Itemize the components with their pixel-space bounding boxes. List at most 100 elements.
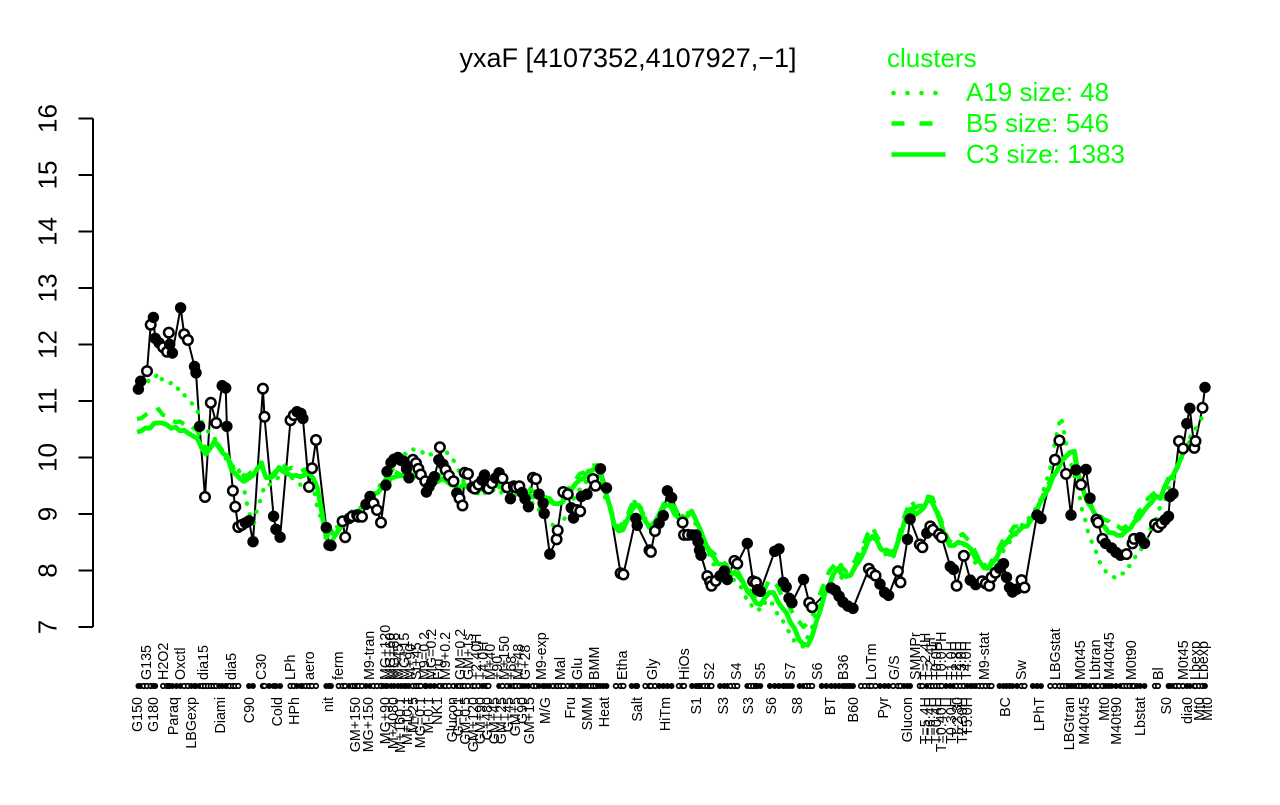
svg-text:T=5.4H: T=5.4H	[918, 697, 934, 744]
svg-text:GM+25: GM+25	[494, 697, 510, 744]
svg-text:B60: B60	[846, 697, 862, 722]
svg-text:Mt0: Mt0	[1097, 697, 1113, 721]
svg-text:MG+120: MG+120	[378, 625, 394, 680]
svg-text:T-2.30: T-2.30	[950, 697, 966, 738]
svg-text:H2O2: H2O2	[156, 643, 172, 680]
svg-text:GM+15: GM+15	[522, 697, 538, 744]
svg-text:C3 size: 1383: C3 size: 1383	[966, 139, 1125, 169]
svg-text:Salt: Salt	[630, 697, 646, 722]
svg-text:NK1: NK1	[430, 697, 446, 725]
svg-text:+68: +68	[504, 656, 520, 680]
svg-text:14: 14	[33, 217, 63, 246]
svg-text:M+10.1: M+10.1	[400, 697, 416, 745]
svg-text:LBGexp: LBGexp	[184, 697, 200, 749]
svg-text:G+45: G+45	[501, 697, 517, 732]
svg-text:S6: S6	[764, 697, 780, 715]
svg-text:MG+68: MG+68	[387, 633, 403, 680]
svg-text:Mal: Mal	[553, 657, 569, 680]
svg-text:T4.0H: T4.0H	[959, 641, 975, 680]
svg-text:HPh: HPh	[287, 697, 303, 725]
svg-text:BT: BT	[823, 697, 839, 716]
svg-text:HiOs: HiOs	[677, 648, 693, 680]
svg-text:Lbtran: Lbtran	[1088, 639, 1104, 680]
svg-text:MG+150: MG+150	[361, 697, 377, 752]
svg-text:MG=0.2: MG=0.2	[424, 629, 440, 680]
svg-text:16: 16	[33, 104, 63, 133]
svg-text:BC: BC	[998, 697, 1014, 717]
svg-text:Glucon: Glucon	[445, 697, 461, 742]
svg-text:Heat: Heat	[597, 697, 613, 727]
svg-text:Lbexp: Lbexp	[1196, 641, 1212, 680]
svg-text:T2.30H: T2.30H	[955, 697, 971, 744]
svg-text:M/G: M/G	[538, 697, 554, 724]
svg-text:G/S: G/S	[887, 655, 903, 680]
svg-text:M+48: M+48	[511, 644, 527, 680]
svg-text:S1: S1	[689, 697, 705, 715]
svg-text:GM+5: GM+5	[508, 697, 524, 736]
svg-text:Fru: Fru	[431, 659, 447, 680]
svg-text:GM+120: GM+120	[466, 697, 482, 752]
svg-text:M9-tran: M9-tran	[362, 631, 378, 680]
svg-text:GM+150: GM+150	[348, 697, 364, 752]
svg-text:T0.0PH: T0.0PH	[934, 632, 950, 680]
svg-text:Mt0: Mt0	[1192, 697, 1208, 721]
svg-text:T5.0H: T5.0H	[960, 697, 976, 736]
svg-text:Oxctl: Oxctl	[173, 647, 189, 680]
svg-text:GM+1s: GM+1s	[461, 634, 477, 680]
svg-text:ferm: ferm	[331, 651, 347, 680]
svg-text:SMM: SMM	[580, 697, 596, 730]
svg-text:Sw: Sw	[1014, 659, 1030, 680]
svg-text:dia15: dia15	[196, 645, 212, 680]
svg-text:LBGtran: LBGtran	[1062, 697, 1078, 750]
svg-text:M40t45: M40t45	[1077, 697, 1093, 745]
svg-text:12: 12	[33, 330, 63, 359]
svg-text:MG+90: MG+90	[378, 697, 394, 744]
svg-text:M40t45: M40t45	[1102, 632, 1118, 680]
svg-text:M9+0.2: M9+0.2	[438, 632, 454, 680]
svg-text:GM+45: GM+45	[487, 697, 503, 744]
svg-text:M+150: M+150	[497, 636, 513, 680]
svg-text:dia5: dia5	[224, 653, 240, 680]
svg-text:Gly: Gly	[645, 658, 661, 680]
svg-text:M+40: M+40	[483, 644, 499, 680]
svg-text:T3.0H: T3.0H	[954, 641, 970, 680]
svg-text:M0t90: M0t90	[1124, 640, 1140, 680]
svg-text:C30: C30	[254, 654, 270, 680]
svg-text:M+160.1: M+160.1	[393, 697, 409, 753]
svg-text:T-2.4H: T-2.4H	[923, 637, 939, 680]
svg-text:LPh: LPh	[283, 655, 299, 680]
svg-text:Paraq: Paraq	[166, 697, 182, 735]
svg-text:7: 7	[33, 620, 63, 634]
svg-text:Fru: Fru	[563, 697, 579, 718]
svg-text:G135: G135	[139, 645, 155, 680]
svg-text:M+45: M+45	[391, 644, 407, 680]
svg-text:LPhT: LPhT	[1032, 697, 1048, 731]
svg-text:M0t45: M0t45	[1073, 640, 1089, 680]
svg-text:Glucon: Glucon	[900, 697, 916, 742]
svg-text:B5 size: 546: B5 size: 546	[966, 108, 1109, 138]
svg-text:dia0: dia0	[1180, 697, 1196, 724]
svg-text:B36: B36	[836, 655, 852, 680]
svg-text:MG+15: MG+15	[397, 633, 413, 680]
svg-text:T0.0H: T0.0H	[929, 641, 945, 680]
svg-text:T0.30H: T0.30H	[944, 697, 960, 744]
svg-text:LBGstat: LBGstat	[1048, 628, 1064, 680]
svg-text:Pyr: Pyr	[876, 697, 892, 719]
svg-text:11: 11	[33, 388, 63, 415]
svg-text:T=0.4H: T=0.4H	[929, 697, 945, 744]
svg-text:S3: S3	[741, 697, 757, 715]
svg-text:Lbexp: Lbexp	[1188, 641, 1204, 680]
svg-text:S2: S2	[702, 662, 718, 680]
svg-text:T=2.4H: T=2.4H	[918, 633, 934, 680]
svg-text:MG=0.1: MG=0.1	[413, 697, 429, 748]
svg-text:LoTm: LoTm	[864, 643, 880, 680]
svg-text:GM=0.2: GM=0.2	[453, 629, 469, 680]
svg-text:Cold: Cold	[270, 697, 286, 726]
svg-text:8: 8	[33, 563, 63, 577]
svg-text:15: 15	[33, 161, 63, 190]
svg-text:Glu: Glu	[570, 658, 586, 680]
svg-text:yxaF [4107352,4107927,−1]: yxaF [4107352,4107927,−1]	[459, 43, 796, 73]
svg-text:G=0.1: G=0.1	[451, 697, 467, 736]
svg-text:HiTm: HiTm	[658, 697, 674, 731]
svg-text:M9-stat: M9-stat	[977, 632, 993, 680]
